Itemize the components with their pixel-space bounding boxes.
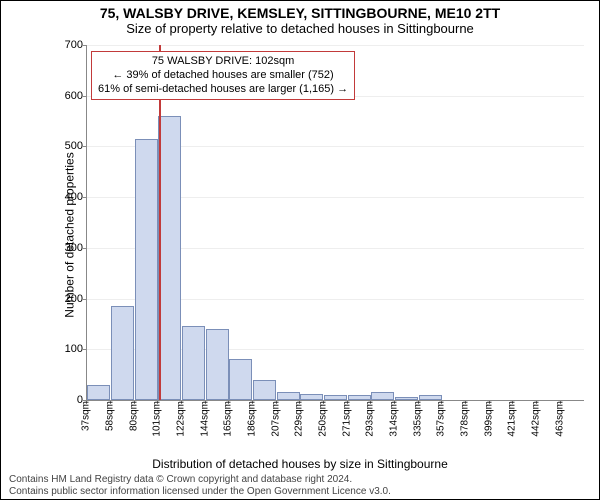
- xtick-label: 314sqm: [388, 401, 399, 437]
- ytick-label: 400: [65, 191, 87, 203]
- bar: [324, 395, 347, 400]
- chart-container: 75, WALSBY DRIVE, KEMSLEY, SITTINGBOURNE…: [0, 0, 600, 500]
- bar: [229, 359, 252, 400]
- xtick-label: 335sqm: [412, 401, 423, 437]
- xtick-label: 101sqm: [152, 401, 163, 437]
- xtick-label: 357sqm: [436, 401, 447, 437]
- annotation-line1: 75 WALSBY DRIVE: 102sqm: [98, 55, 348, 69]
- bar: [135, 139, 158, 400]
- bar: [206, 329, 229, 400]
- x-axis-label: Distribution of detached houses by size …: [1, 457, 599, 471]
- xtick-label: 463sqm: [554, 401, 565, 437]
- ytick-label: 200: [65, 293, 87, 305]
- xtick-label: 250sqm: [317, 401, 328, 437]
- title-main: 75, WALSBY DRIVE, KEMSLEY, SITTINGBOURNE…: [1, 5, 599, 21]
- bar: [182, 326, 205, 400]
- bar: [419, 395, 442, 400]
- xtick-label: 399sqm: [483, 401, 494, 437]
- plot-inner: 75 WALSBY DRIVE: 102sqm ← 39% of detache…: [86, 45, 584, 401]
- annotation-line2: ← 39% of detached houses are smaller (75…: [98, 69, 348, 83]
- y-axis-label: Number of detached properties: [62, 45, 78, 425]
- bar: [253, 380, 276, 400]
- xtick-label: 207sqm: [270, 401, 281, 437]
- bar: [300, 394, 323, 400]
- ytick-label: 100: [65, 343, 87, 355]
- bar: [277, 392, 300, 400]
- bar: [158, 116, 181, 400]
- xtick-label: 271sqm: [341, 401, 352, 437]
- xtick-label: 80sqm: [128, 401, 139, 431]
- xtick-label: 186sqm: [246, 401, 257, 437]
- title-sub: Size of property relative to detached ho…: [1, 21, 599, 36]
- annotation-box: 75 WALSBY DRIVE: 102sqm ← 39% of detache…: [91, 51, 355, 100]
- xtick-label: 293sqm: [365, 401, 376, 437]
- bar: [348, 395, 371, 400]
- ytick-label: 500: [65, 140, 87, 152]
- plot-area: Number of detached properties 75 WALSBY …: [56, 45, 584, 425]
- ytick-label: 700: [65, 39, 87, 51]
- ytick-label: 600: [65, 90, 87, 102]
- bar: [371, 392, 394, 400]
- xtick-label: 37sqm: [81, 401, 92, 431]
- bar: [111, 306, 134, 400]
- xtick-label: 165sqm: [223, 401, 234, 437]
- bar: [395, 397, 418, 400]
- xtick-label: 144sqm: [199, 401, 210, 437]
- credits-line1: Contains HM Land Registry data © Crown c…: [9, 474, 391, 486]
- x-ticks: 37sqm58sqm80sqm101sqm122sqm144sqm165sqm1…: [86, 401, 584, 425]
- xtick-label: 421sqm: [507, 401, 518, 437]
- xtick-label: 442sqm: [530, 401, 541, 437]
- credits-line2: Contains public sector information licen…: [9, 486, 391, 498]
- annotation-line3: 61% of semi-detached houses are larger (…: [98, 83, 348, 97]
- xtick-label: 122sqm: [175, 401, 186, 437]
- credits: Contains HM Land Registry data © Crown c…: [9, 474, 391, 497]
- bar: [87, 385, 110, 400]
- xtick-label: 229sqm: [294, 401, 305, 437]
- title-block: 75, WALSBY DRIVE, KEMSLEY, SITTINGBOURNE…: [1, 1, 599, 36]
- xtick-label: 378sqm: [459, 401, 470, 437]
- ytick-label: 300: [65, 242, 87, 254]
- xtick-label: 58sqm: [104, 401, 115, 431]
